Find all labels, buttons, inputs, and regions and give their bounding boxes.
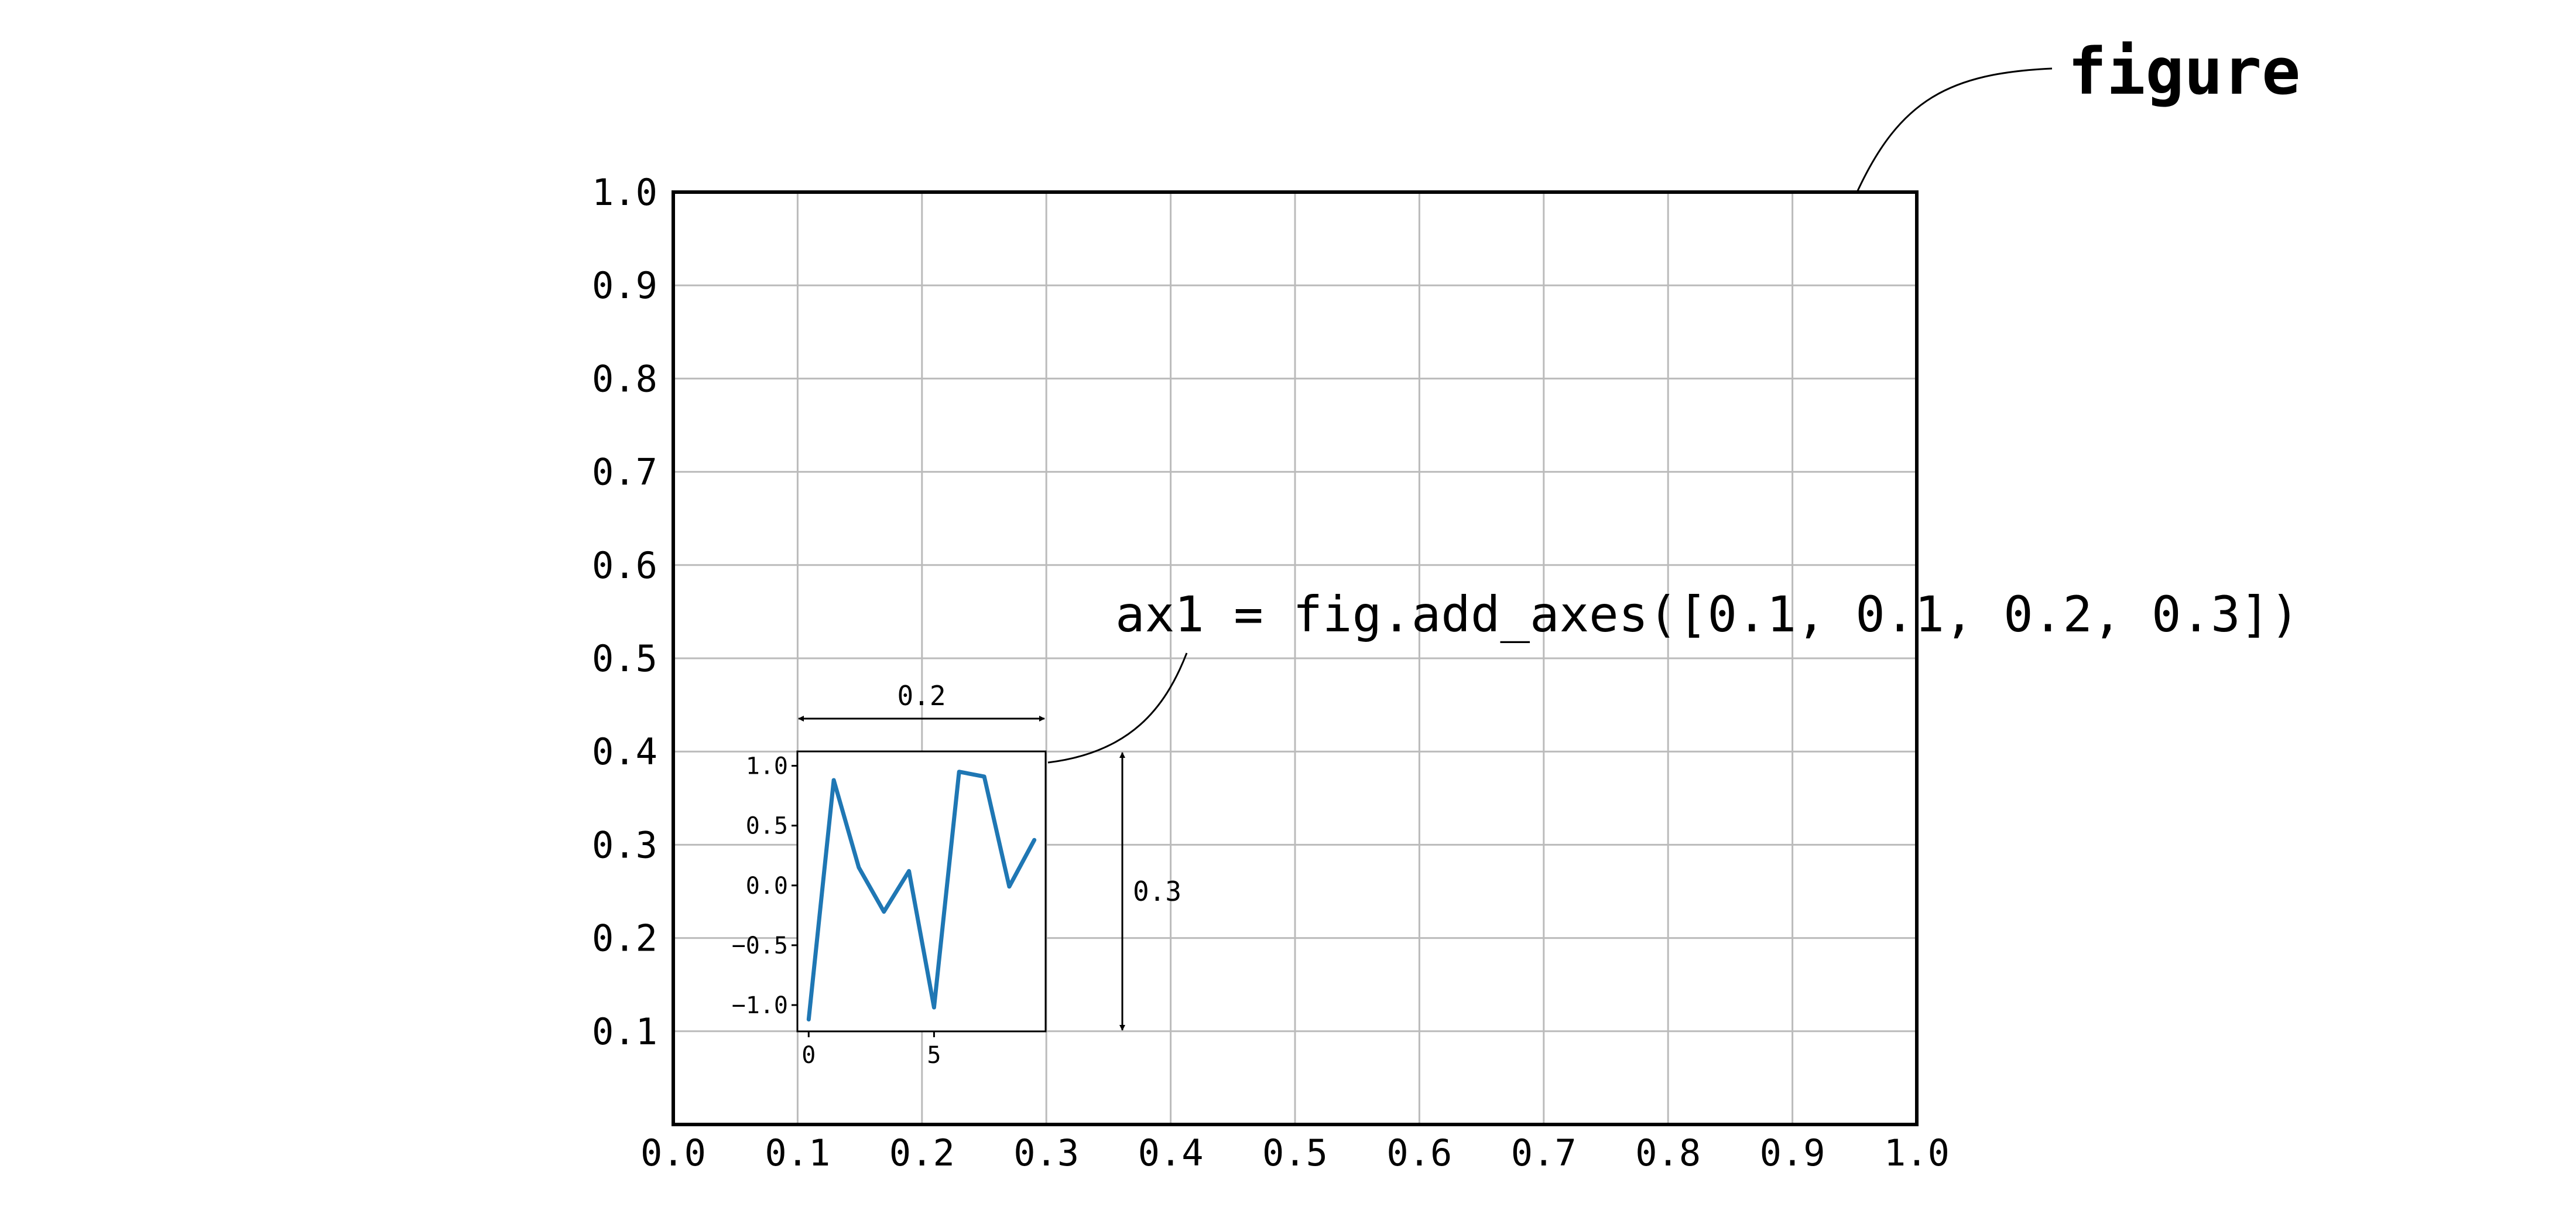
y-tick-label: 0.3 <box>592 823 657 866</box>
y-tick-label: 0.5 <box>592 637 657 680</box>
inset-axes-frame <box>796 750 1047 1033</box>
y-tick-label: 0.6 <box>592 544 657 587</box>
inset-ticks: 1.0 0.5 0.0 −0.5 −1.0 0 5 <box>732 753 941 1069</box>
figure-label-connector <box>1856 67 2053 193</box>
x-tick-label: 0.4 <box>1138 1132 1204 1174</box>
code-annotation-connector <box>1047 652 1188 764</box>
inset-y-tick-label: −1.0 <box>732 992 788 1019</box>
code-annotation: ax1 = fig.add_axes([0.1, 0.1, 0.2, 0.3]) <box>1115 586 2300 643</box>
y-tick-label: 0.9 <box>592 264 657 307</box>
y-tick-label: 0.4 <box>592 730 657 773</box>
x-tick-label: 0.8 <box>1635 1132 1701 1174</box>
x-tick-label: 0.7 <box>1511 1132 1577 1174</box>
x-tick-label: 0.2 <box>889 1132 955 1174</box>
x-tick-label: 0.6 <box>1386 1132 1452 1174</box>
figure-label: figure <box>2068 34 2300 109</box>
height-dimension-label: 0.3 <box>1133 876 1181 907</box>
y-tick-label: 0.7 <box>592 451 657 494</box>
main-y-ticks: 0.1 0.2 0.3 0.4 0.5 0.6 0.7 0.8 0.9 1.0 <box>592 171 657 1053</box>
inset-y-tick-label: 0.0 <box>746 873 788 900</box>
inset-data-line <box>806 770 1037 1022</box>
inset-x-tick-label: 5 <box>927 1042 941 1069</box>
inset-axes-background <box>797 751 1046 1031</box>
y-tick-label: 0.2 <box>592 917 657 960</box>
x-tick-label: 0.9 <box>1760 1132 1825 1174</box>
x-tick-label: 0.0 <box>640 1132 706 1174</box>
y-tick-label: 0.8 <box>592 357 657 400</box>
x-tick-label: 0.5 <box>1262 1132 1328 1174</box>
main-x-ticks: 0.0 0.1 0.2 0.3 0.4 0.5 0.6 0.7 0.8 0.9 1.0 <box>640 1132 1950 1174</box>
y-tick-label: 1.0 <box>592 171 657 214</box>
inset-y-tick-label: 0.5 <box>746 813 788 840</box>
y-tick-label: 0.1 <box>592 1010 657 1053</box>
inset-axes: 1.0 0.5 0.0 −0.5 −1.0 0 5 <box>732 750 1047 1069</box>
inset-x-tick-label: 0 <box>801 1042 816 1069</box>
x-tick-label: 0.3 <box>1013 1132 1079 1174</box>
width-dimension-label: 0.2 <box>897 680 946 712</box>
x-tick-label: 1.0 <box>1884 1132 1950 1174</box>
x-tick-label: 0.1 <box>765 1132 830 1174</box>
figure-frame <box>672 190 1919 1126</box>
inset-y-tick-label: −0.5 <box>732 932 788 959</box>
inset-y-tick-label: 1.0 <box>746 753 788 780</box>
